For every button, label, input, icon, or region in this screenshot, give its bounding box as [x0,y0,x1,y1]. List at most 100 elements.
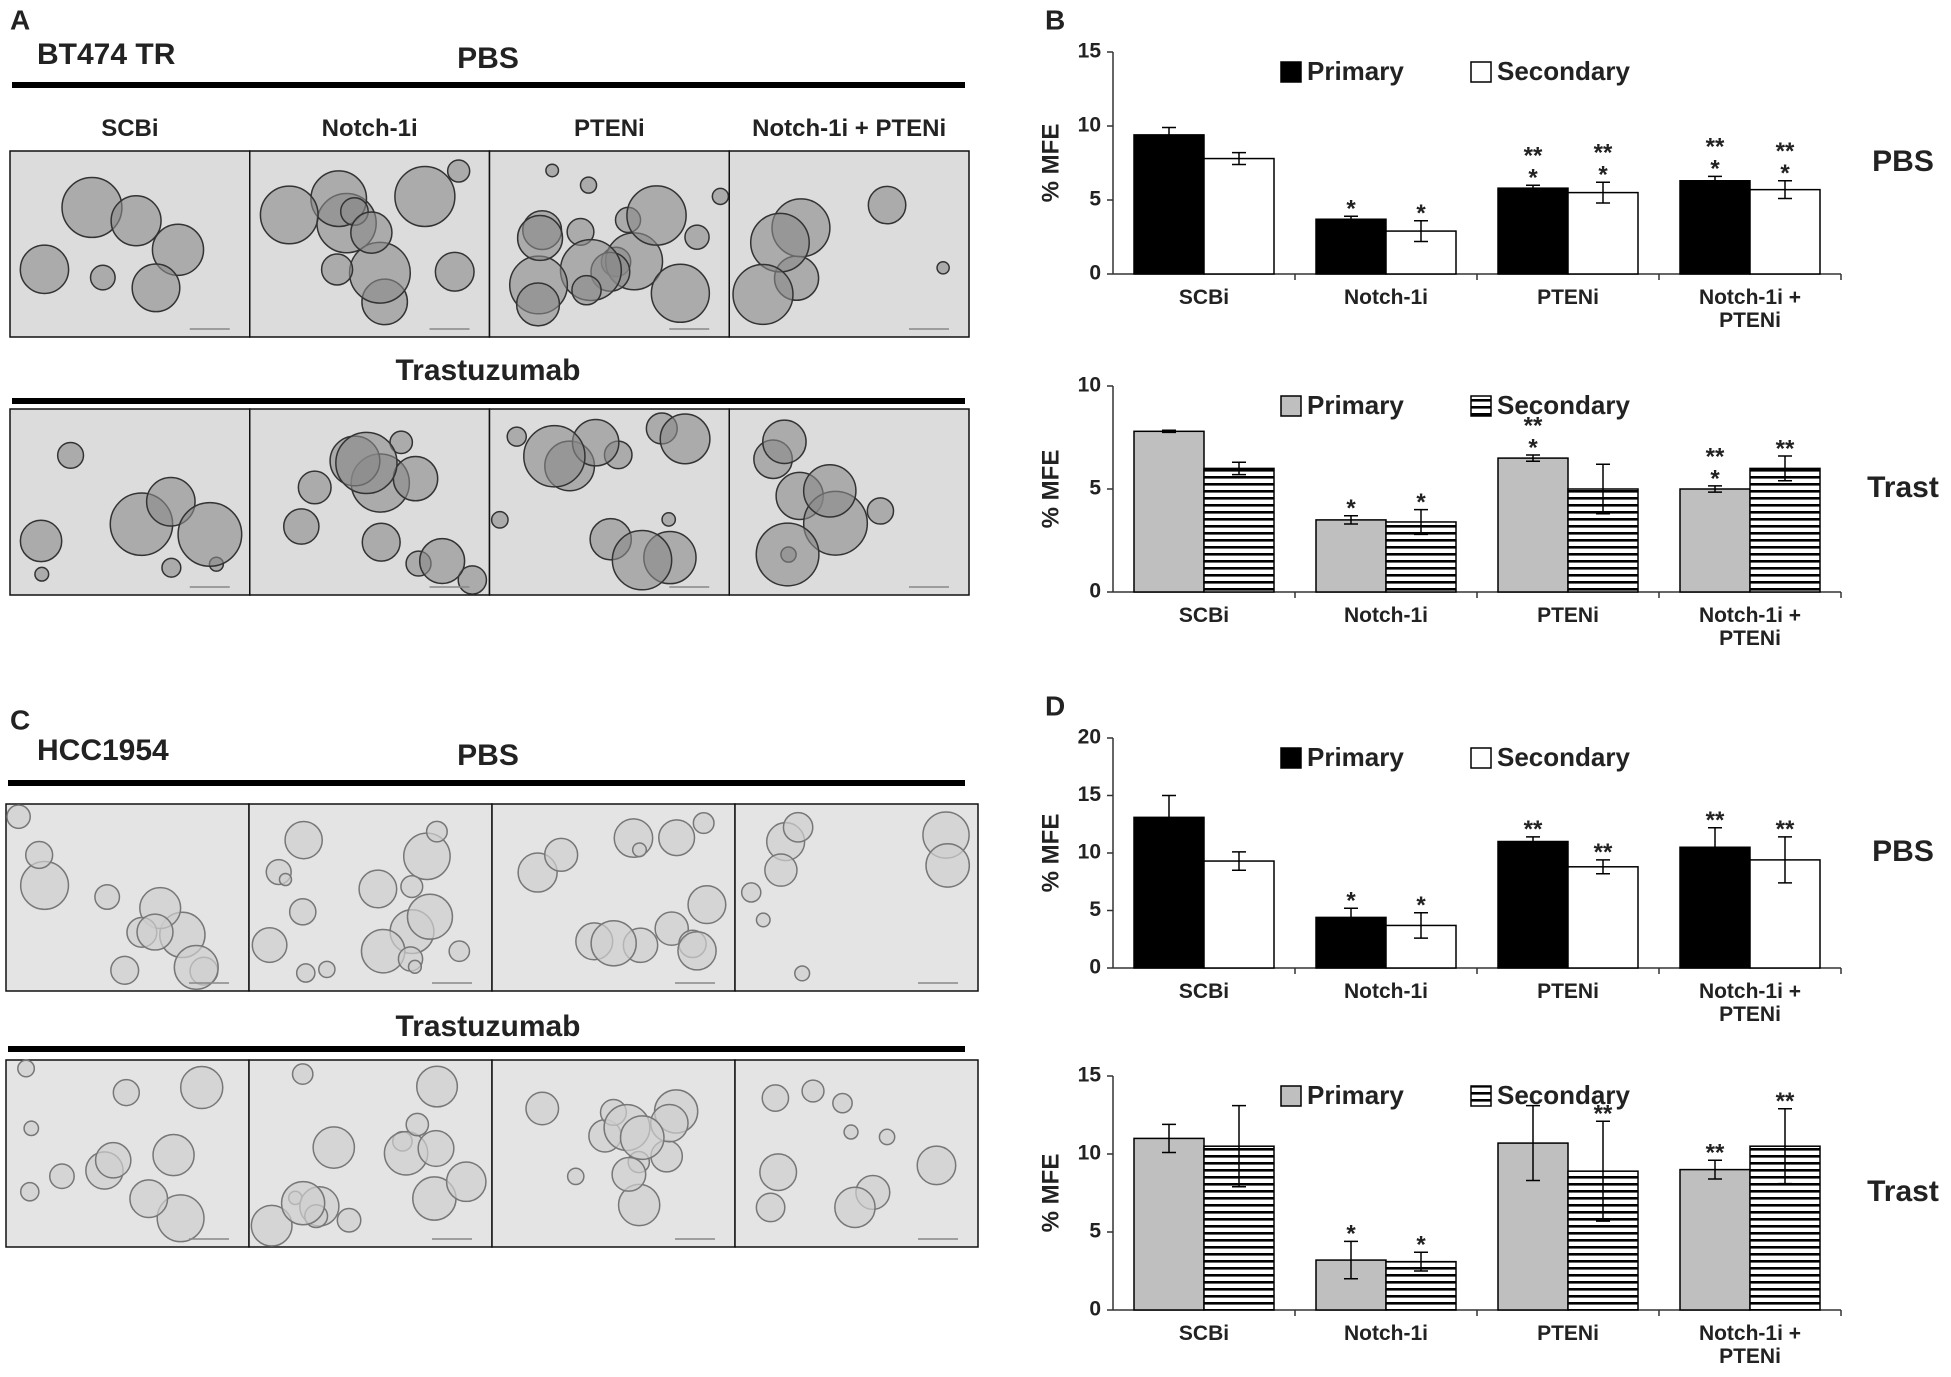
bar [1497,187,1569,275]
significance: * [1710,465,1720,492]
x-tick-label: PTENi [1537,1322,1599,1345]
panel-letter: B [1045,4,1065,35]
error-bar [1778,180,1792,200]
significance: ** [1706,1140,1725,1167]
cell [878,1128,896,1146]
cell [312,1126,356,1169]
cell [161,557,182,578]
cell [278,872,293,887]
x-tick-label: Notch-1i + PTENi [1698,1322,1802,1369]
error-bar [1232,461,1246,476]
legend-swatch [1470,61,1492,83]
y-tick-label: 10 [1078,374,1101,397]
cell [866,497,895,525]
cell [94,883,121,911]
cell [110,195,162,247]
legend-swatch [1280,395,1302,417]
cell [490,510,509,529]
cell [19,519,63,563]
cell [6,804,31,830]
cell [335,431,398,495]
legend-swatch [1470,1085,1492,1107]
cell [112,1078,141,1107]
bar [1133,816,1205,969]
side-label: Trast [1867,1175,1939,1208]
cell [755,912,771,928]
column-label: Notch-1i + PTENi [752,114,947,142]
cell [295,963,316,983]
significance: ** [1706,807,1725,834]
cell [405,1112,430,1137]
significance: ** [1706,134,1725,161]
significance: * [1598,162,1608,189]
cell [659,413,711,465]
cell [516,214,564,262]
error-bar [1526,184,1540,192]
bar [1679,1168,1751,1311]
cell [571,274,602,306]
cell [259,185,319,245]
column-label: SCBi [101,114,159,142]
cell [611,1156,647,1192]
cell [661,512,677,527]
legend-swatch [1280,1085,1302,1107]
legend-label: Secondary [1497,390,1630,420]
cell [590,920,637,967]
cell [611,529,673,591]
treatment-rule [12,82,965,88]
cell [755,522,820,587]
treatment-label: Trastuzumab [395,1010,580,1043]
y-tick-label: 15 [1078,783,1102,806]
cell [418,537,466,585]
cell [425,820,448,843]
legend-swatch [1470,747,1492,769]
treatment-rule [8,1046,965,1052]
cell [179,1065,224,1110]
cell [692,812,715,835]
x-tick-label: SCBi [1178,1322,1230,1345]
x-tick-label: SCBi [1178,604,1230,627]
legend-label: Secondary [1497,742,1630,772]
y-tick-label: 5 [1089,477,1101,500]
cell [250,1204,293,1247]
error-bar [1232,851,1246,871]
legend-swatch [1470,395,1492,417]
error-bar [1162,429,1176,434]
bar [1315,218,1387,275]
x-tick-label: Notch-1i + PTENi [1698,286,1802,333]
cell [761,1084,790,1112]
cell [545,163,560,178]
treatment-label: PBS [457,42,519,75]
x-tick-label: PTENi [1537,286,1599,309]
cell [764,853,798,887]
error-bar [1162,1123,1176,1154]
cell [525,1091,560,1126]
cell [749,212,810,273]
bar [1133,134,1205,275]
significance: ** [1594,839,1613,866]
error-bar [1778,836,1792,884]
significance: ** [1524,412,1543,439]
cell [173,944,219,991]
significance: * [1346,196,1356,223]
cell [136,913,174,951]
y-tick-label: 10 [1078,114,1101,137]
significance: ** [1776,435,1795,462]
cell [89,264,116,291]
cell [297,470,332,505]
cell [626,185,687,246]
y-tick-label: 0 [1089,956,1101,979]
significance: ** [1776,1088,1795,1115]
significance: * [1528,165,1538,192]
bar [1679,180,1751,275]
cell [523,424,586,488]
error-bar [1414,508,1428,536]
error-bar [1596,1120,1610,1222]
cell [361,522,401,562]
y-tick-label: 15 [1078,40,1102,63]
cell [19,860,70,911]
error-bar [1708,485,1722,493]
cell [145,476,196,527]
treatment-label: Trastuzumab [395,354,580,387]
